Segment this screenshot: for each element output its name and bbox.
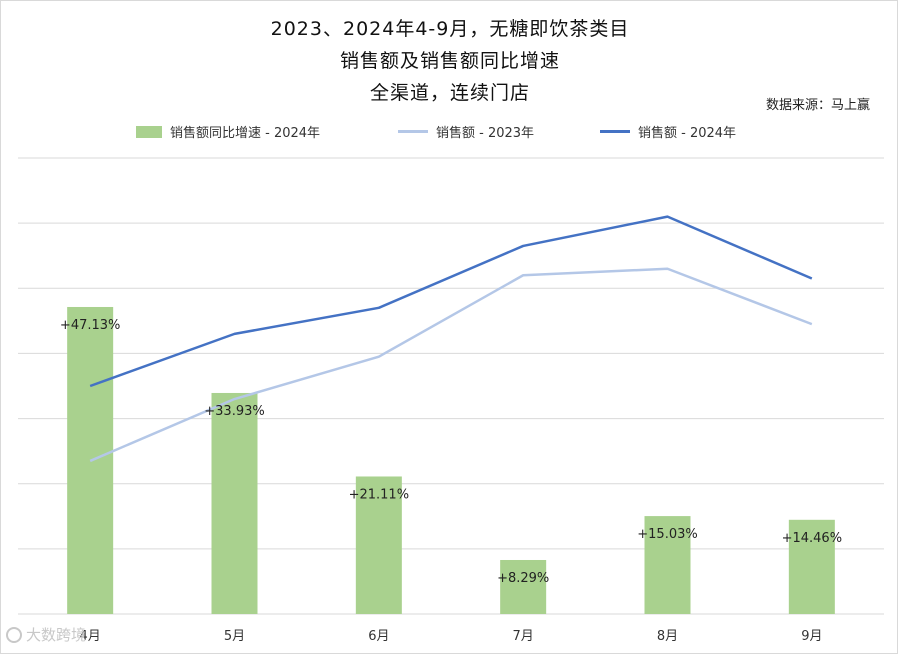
legend-label-2023: 销售额 - 2023年	[436, 126, 535, 141]
legend-item-bar: 销售额同比增速 - 2024年	[136, 122, 320, 141]
bar-data-label: +33.93%	[204, 404, 264, 419]
chart-title-line-1: 2023、2024年4-9月，无糖即饮茶类目	[270, 18, 630, 40]
data-source-note: 数据来源：马上赢	[765, 98, 870, 113]
bar-data-label: +15.03%	[637, 527, 697, 542]
bar-data-label: +47.13%	[60, 318, 120, 333]
bar-9月	[788, 519, 835, 614]
bar-data-label: +21.11%	[349, 487, 409, 502]
legend-item-2024: 销售额 - 2024年	[600, 122, 736, 141]
chart-title-line-2: 销售额及销售额同比增速	[339, 50, 560, 72]
watermark-logo-icon	[6, 626, 22, 643]
legend-label-2024: 销售额 - 2024年	[638, 126, 737, 141]
x-tick-label: 8月	[657, 629, 678, 644]
chart-legend: 销售额同比增速 - 2024年 销售额 - 2023年 销售额 - 2024年	[0, 122, 900, 142]
x-tick-label: 9月	[801, 629, 822, 644]
x-tick-label: 6月	[368, 629, 389, 644]
x-tick-label: 5月	[224, 629, 245, 644]
bar-7月	[500, 559, 547, 614]
bar-6月	[355, 476, 402, 614]
watermark: 大数跨境	[6, 624, 86, 645]
legend-swatch-2024	[600, 130, 630, 133]
bar-data-label: +14.46%	[782, 531, 842, 546]
bar-5月	[211, 392, 258, 614]
bar-data-label: +8.29%	[497, 571, 549, 586]
legend-item-2023: 销售额 - 2023年	[398, 122, 534, 141]
legend-swatch-2023	[398, 130, 428, 133]
line-series-2023	[89, 267, 813, 463]
bar-8月	[644, 516, 691, 614]
x-tick-label: 7月	[513, 629, 534, 644]
watermark-text: 大数跨境	[26, 626, 87, 644]
chart-title-line-3: 全渠道，连续门店	[369, 82, 530, 104]
line-series-2024	[89, 215, 813, 388]
legend-label-bar: 销售额同比增速 - 2024年	[170, 126, 321, 141]
x-tick-label: 4月	[80, 629, 101, 644]
legend-swatch-bar	[136, 125, 162, 138]
